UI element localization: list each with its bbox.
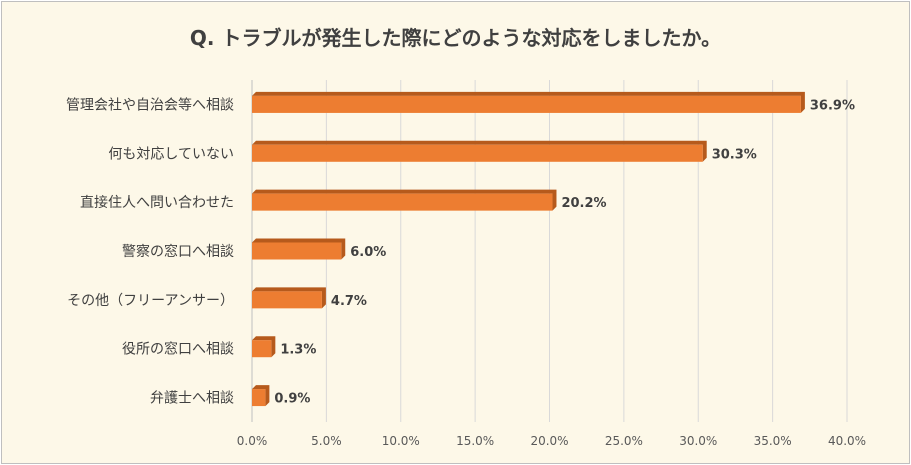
data-label: 6.0% — [350, 245, 386, 260]
bar — [252, 389, 266, 407]
bar-shadow — [252, 91, 805, 113]
x-tick-label: 0.0% — [237, 434, 268, 448]
data-label: 4.7% — [331, 294, 367, 309]
bar — [252, 291, 322, 309]
bar — [252, 144, 703, 162]
x-tick-label: 40.0% — [828, 434, 866, 448]
x-tick-label: 20.0% — [530, 434, 568, 448]
bar-shadow — [252, 140, 707, 162]
x-tick-label: 10.0% — [382, 434, 420, 448]
bar-shadow — [252, 385, 270, 407]
x-tick-label: 5.0% — [311, 434, 342, 448]
data-label: 30.3% — [712, 147, 757, 162]
x-tick-label: 35.0% — [754, 434, 792, 448]
bar-shadow — [252, 336, 276, 358]
bar — [252, 193, 553, 211]
x-tick-label: 15.0% — [456, 434, 494, 448]
category-label: 直接住人へ問い合わせた — [80, 194, 234, 211]
bar — [252, 95, 801, 113]
category-label: 何も対応していない — [108, 146, 234, 162]
data-label: 36.9% — [810, 98, 855, 113]
bar-shadow — [252, 287, 326, 309]
x-tick-label: 30.0% — [679, 434, 717, 448]
bar-shadow — [252, 189, 557, 211]
bar-shadow — [252, 238, 346, 260]
category-label: 弁護士へ相談 — [150, 391, 234, 407]
data-label: 1.3% — [280, 343, 316, 358]
data-label: 0.9% — [274, 392, 310, 407]
category-label: 管理会社や自治会等へ相談 — [66, 96, 234, 113]
bar — [252, 242, 342, 260]
category-label: その他（フリーアンサー） — [67, 293, 234, 309]
bar — [252, 340, 272, 358]
category-label: 役所の窓口へ相談 — [122, 341, 234, 358]
category-label: 警察の窓口へ相談 — [122, 243, 234, 260]
x-tick-label: 25.0% — [605, 434, 643, 448]
chart-title: Q. トラブルが発生した際にどのような対応をしましたか。 — [189, 26, 722, 50]
data-label: 20.2% — [561, 196, 606, 211]
